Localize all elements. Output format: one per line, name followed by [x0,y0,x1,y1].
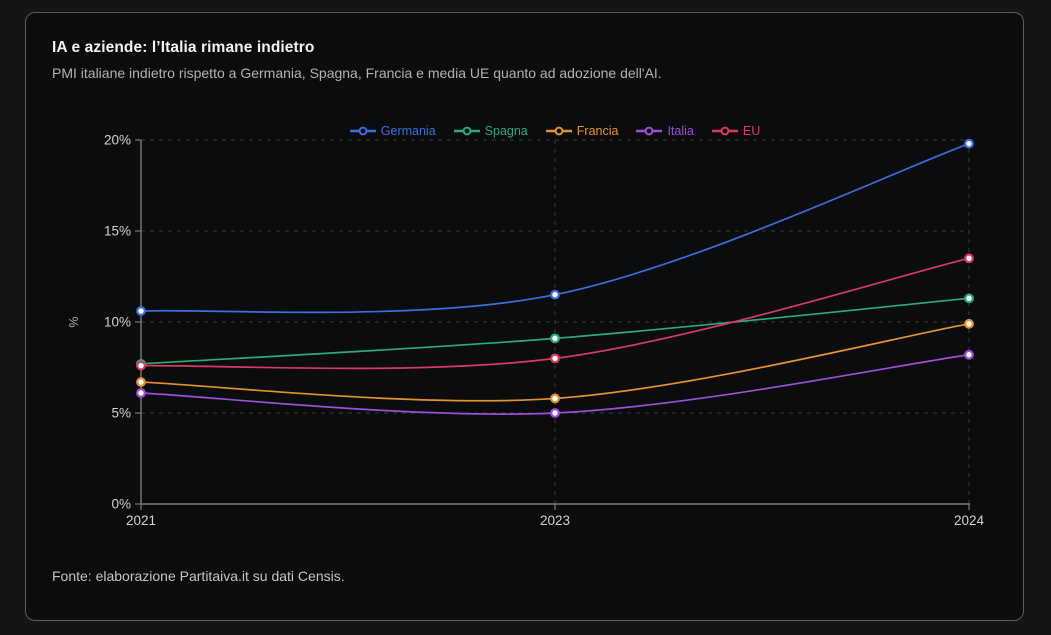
data-point-germania-2021[interactable] [136,306,146,316]
y-tick-label: 5% [111,406,131,421]
line-chart: 0% 5% 10% 15% 20% 2021 2023 2024% [67,133,985,529]
chart-title: IA e aziende: l’Italia rimane indietro [52,39,315,56]
legend-item-francia[interactable]: Francia [545,123,619,138]
legend-item-spagna[interactable]: Spagna [453,123,528,138]
x-tick-label: 2021 [126,513,156,528]
chart-subtitle: PMI italiane indietro rispetto a Germani… [52,65,662,81]
legend-item-italia[interactable]: Italia [636,123,694,138]
data-point-italia-2024[interactable] [964,349,974,360]
legend-marker-icon [349,126,376,136]
legend-label: EU [742,123,761,138]
chart-legend: Germania Spagna Francia Italia EU [141,122,969,140]
legend-marker-icon [545,126,572,136]
data-point-eu-2024[interactable] [964,253,974,264]
legend-label: Italia [667,123,694,138]
legend-marker-icon [453,126,480,136]
legend-item-germania[interactable]: Germania [349,123,436,138]
data-point-spagna-2024[interactable] [964,293,974,304]
legend-label: Spagna [484,123,528,138]
legend-item-eu[interactable]: EU [711,123,761,138]
y-tick-label: 10% [104,315,131,330]
data-point-spagna-2023[interactable] [550,333,560,344]
data-point-francia-2021[interactable] [136,377,146,387]
data-point-eu-2023[interactable] [550,353,560,364]
source-note: Fonte: elaborazione Partitaiva.it su dat… [52,568,345,584]
y-tick-label: 0% [111,497,131,512]
data-point-eu-2021[interactable] [136,360,146,371]
legend-marker-icon [636,126,663,136]
legend-marker-icon [711,126,738,136]
y-tick-label: 20% [104,133,131,148]
data-point-francia-2023[interactable] [550,393,560,404]
legend-label: Francia [576,123,619,138]
y-axis-title: % [67,316,81,327]
data-point-italia-2023[interactable] [550,408,560,418]
data-point-germania-2023[interactable] [550,289,560,300]
data-point-italia-2021[interactable] [136,388,146,398]
data-point-germania-2024[interactable] [964,138,974,149]
legend-label: Germania [380,123,436,138]
chart-card: IA e aziende: l’Italia rimane indietro P… [25,12,1024,621]
x-tick-label: 2024 [954,513,985,528]
y-tick-label: 15% [104,224,131,239]
data-point-francia-2024[interactable] [964,318,974,329]
x-tick-label: 2023 [540,513,570,528]
